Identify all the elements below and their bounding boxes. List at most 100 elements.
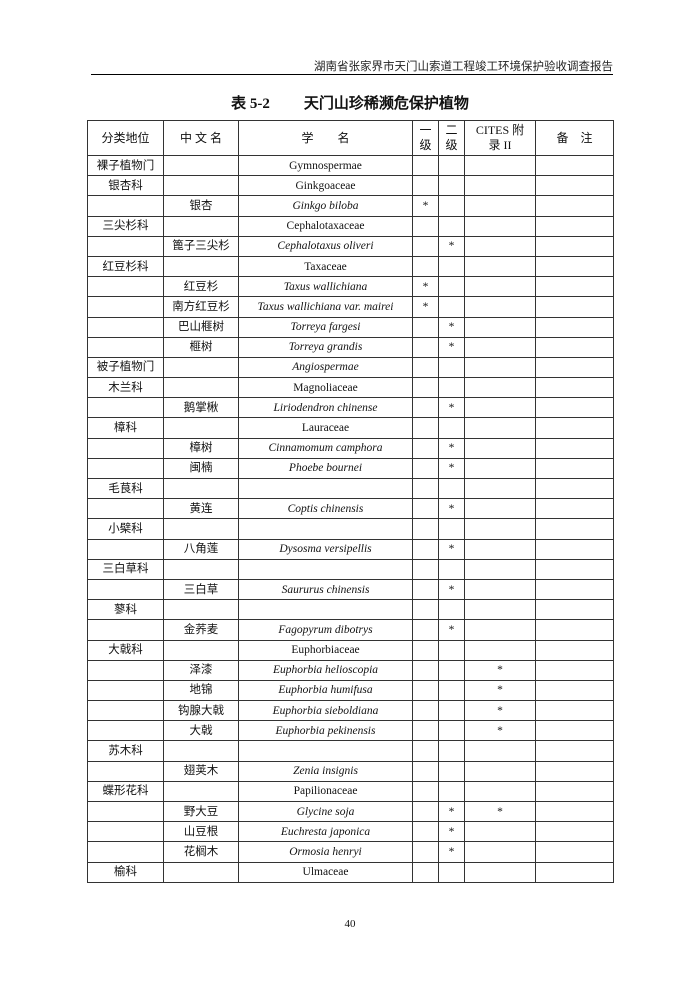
table-row: 蝶形花科 Papilionaceae xyxy=(87,780,614,803)
category-cell xyxy=(87,821,164,843)
class-1-cell xyxy=(412,498,439,520)
table-row: 木兰科 Magnoliaceae xyxy=(87,377,614,399)
scientific-name-cell: Taxus wallichiana var. mairei xyxy=(238,296,413,318)
class-1-cell xyxy=(412,316,439,338)
class-1-cell xyxy=(412,356,439,379)
scientific-name-cell xyxy=(238,740,413,762)
category-cell: 被子植物门 xyxy=(87,356,164,379)
scientific-name-cell: Zenia insignis xyxy=(238,760,413,782)
chinese-name-cell xyxy=(163,255,239,278)
table-row: 小檗科 xyxy=(87,518,614,540)
table-row: 野大豆 Glycine soja * * xyxy=(87,800,614,823)
class-1-cell xyxy=(412,619,439,641)
chinese-name-cell: 泽漆 xyxy=(163,659,239,681)
class-2-cell xyxy=(438,639,465,661)
scientific-name-cell: Euphorbia helioscopia xyxy=(238,659,413,681)
chinese-name-cell xyxy=(163,780,239,803)
category-cell xyxy=(87,336,164,358)
table-row: 翅荚木 Zenia insignis xyxy=(87,760,614,782)
notes-cell xyxy=(535,800,614,823)
class-2-cell: * xyxy=(438,619,465,641)
scientific-name-cell: Taxus wallichiana xyxy=(238,276,413,298)
notes-cell xyxy=(535,821,614,843)
chinese-name-cell xyxy=(163,861,239,883)
class-2-cell xyxy=(438,700,465,722)
category-cell xyxy=(87,235,164,257)
category-cell: 蓼科 xyxy=(87,599,164,621)
class-1-cell xyxy=(412,437,439,459)
cites-cell xyxy=(464,276,536,298)
class-2-cell xyxy=(438,195,465,217)
category-cell: 大戟科 xyxy=(87,639,164,661)
running-header: 湖南省张家界市天门山索道工程竣工环境保护验收调查报告 xyxy=(314,61,613,73)
category-cell xyxy=(87,195,164,217)
table-row: 黄连 Coptis chinensis * xyxy=(87,498,614,520)
notes-cell xyxy=(535,498,614,520)
category-cell xyxy=(87,720,164,742)
cites-cell xyxy=(464,477,536,500)
scientific-name-cell: Cinnamomum camphora xyxy=(238,437,413,459)
chinese-name-cell: 山豆根 xyxy=(163,821,239,843)
class-2-cell: * xyxy=(438,841,465,863)
class-2-cell xyxy=(438,780,465,803)
scientific-name-cell: Lauraceae xyxy=(238,417,413,439)
table-row: 泽漆 Euphorbia helioscopia * xyxy=(87,659,614,681)
cites-cell xyxy=(464,255,536,278)
table-row: 蓼科 xyxy=(87,599,614,621)
notes-cell xyxy=(535,841,614,863)
notes-cell xyxy=(535,861,614,883)
category-cell: 裸子植物门 xyxy=(87,154,164,177)
category-cell xyxy=(87,397,164,419)
cites-cell xyxy=(464,215,536,237)
cites-cell: * xyxy=(464,700,536,722)
class-2-cell xyxy=(438,255,465,278)
table-row: 红豆杉 Taxus wallichiana * xyxy=(87,276,614,298)
class-1-cell xyxy=(412,720,439,742)
class-1-cell xyxy=(412,780,439,803)
scientific-name-cell: Saururus chinensis xyxy=(238,578,413,601)
scientific-name-cell: Torreya fargesi xyxy=(238,316,413,338)
chinese-name-cell: 野大豆 xyxy=(163,800,239,823)
class-2-cell: * xyxy=(438,578,465,601)
scientific-name-cell xyxy=(238,599,413,621)
cites-cell xyxy=(464,316,536,338)
cites-cell xyxy=(464,397,536,419)
header-cites: CITES 附录 II xyxy=(464,120,536,156)
class-1-cell xyxy=(412,518,439,540)
category-cell: 小檗科 xyxy=(87,518,164,540)
category-cell: 木兰科 xyxy=(87,377,164,399)
table-row: 大戟科 Euphorbiaceae xyxy=(87,639,614,661)
cites-cell xyxy=(464,599,536,621)
class-1-cell xyxy=(412,477,439,500)
table-row: 八角莲 Dysosma versipellis * xyxy=(87,538,614,560)
class-2-cell: * xyxy=(438,457,465,480)
class-2-cell: * xyxy=(438,397,465,419)
scientific-name-cell: Euphorbiaceae xyxy=(238,639,413,661)
chinese-name-cell: 黄连 xyxy=(163,498,239,520)
class-1-cell xyxy=(412,760,439,782)
class-2-cell xyxy=(438,558,465,580)
notes-cell xyxy=(535,336,614,358)
cites-cell xyxy=(464,861,536,883)
cites-cell xyxy=(464,457,536,480)
class-1-cell xyxy=(412,336,439,358)
category-cell xyxy=(87,679,164,702)
class-1-cell xyxy=(412,417,439,439)
header-scientific-name: 学 名 xyxy=(238,120,413,156)
table-row: 红豆杉科 Taxaceae xyxy=(87,255,614,278)
class-1-cell xyxy=(412,154,439,177)
notes-cell xyxy=(535,255,614,278)
cites-cell: * xyxy=(464,720,536,742)
table-row: 花榈木 Ormosia henryi * xyxy=(87,841,614,863)
class-2-cell xyxy=(438,861,465,883)
category-cell xyxy=(87,800,164,823)
notes-cell xyxy=(535,780,614,803)
class-1-cell xyxy=(412,457,439,480)
class-1-cell: * xyxy=(412,296,439,318)
notes-cell xyxy=(535,397,614,419)
protected-plants-table: 分类地位 中 文 名 学 名 一级 二级 CITES 附录 II 备 注 裸子植… xyxy=(87,120,614,883)
notes-cell xyxy=(535,316,614,338)
chinese-name-cell: 榧树 xyxy=(163,336,239,358)
notes-cell xyxy=(535,619,614,641)
